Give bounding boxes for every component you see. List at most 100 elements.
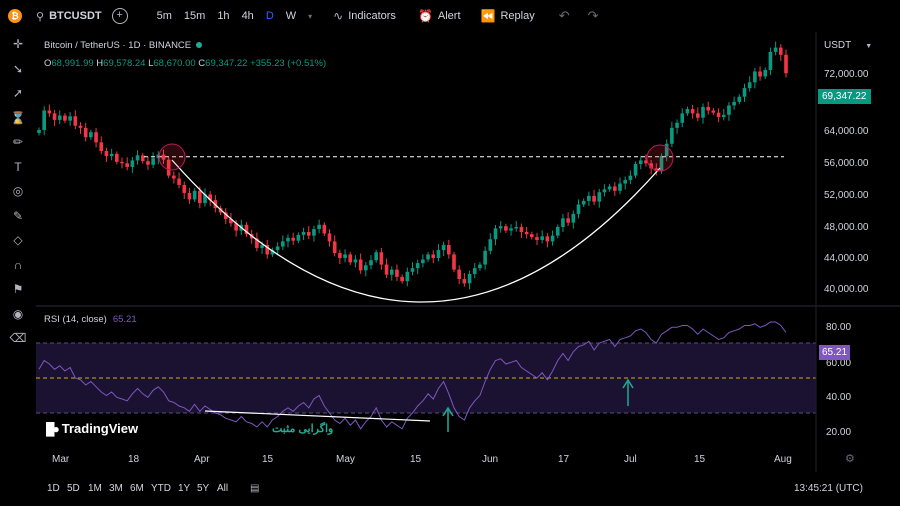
time-tick: Mar (52, 454, 70, 465)
indicators-label: Indicators (348, 10, 396, 22)
top-toolbar: ₿ ⚲ BTCUSDT + 5m 15m 1h 4h D W ▾ ∿ Indic… (0, 0, 900, 32)
candle (478, 264, 482, 269)
range-1m[interactable]: 1M (88, 483, 102, 494)
redo-icon[interactable]: ↷ (587, 8, 599, 23)
candle (140, 155, 145, 162)
candle (332, 241, 337, 253)
rsi-legend[interactable]: RSI (14, close) 65.21 (44, 314, 137, 325)
measure-icon[interactable]: ◎ (12, 184, 24, 198)
candle (291, 237, 296, 241)
candle (618, 183, 622, 191)
timeframe-1h[interactable]: 1h (217, 10, 230, 22)
pitchfork-icon[interactable]: ⌛ (10, 110, 26, 125)
candle (675, 122, 679, 128)
candle (280, 241, 285, 247)
candle (317, 224, 321, 230)
timeframe-w[interactable]: W (285, 10, 297, 22)
magnet-icon[interactable]: ∩ (13, 257, 23, 272)
trendline-icon[interactable]: ➚ (12, 86, 24, 100)
range-5d[interactable]: 5D (67, 483, 80, 494)
rsi-tick: 20.00 (826, 427, 851, 438)
timeframe-5m[interactable]: 5m (156, 10, 172, 22)
candles-group (37, 41, 788, 290)
range-1y[interactable]: 1Y (178, 483, 191, 494)
candle (426, 254, 430, 260)
price-tick: 64,000.00 (824, 126, 869, 137)
time-tick: 17 (558, 454, 570, 465)
candle (255, 238, 259, 248)
time-tick: Aug (774, 454, 792, 465)
timeframe-more-icon[interactable]: ▾ (308, 11, 313, 21)
crosshair-icon[interactable]: ✛ (12, 37, 24, 51)
candle (550, 235, 555, 242)
brush-icon[interactable]: ✏ (12, 135, 24, 149)
candle (47, 110, 52, 114)
calendar-icon[interactable]: ▤ (250, 483, 260, 494)
candle (711, 110, 716, 113)
time-tick: 15 (694, 454, 706, 465)
gear-icon[interactable]: ⚙ (845, 453, 855, 465)
candle (763, 69, 768, 77)
candle (348, 254, 353, 263)
candle (602, 189, 607, 193)
clock-label: 13:45:21 (UTC) (794, 483, 863, 494)
tradingview-logo-icon: █● (46, 421, 60, 436)
candle (63, 115, 67, 121)
undo-icon[interactable]: ↶ (558, 8, 570, 23)
rsi-tick: 80.00 (826, 322, 851, 333)
alert-button[interactable]: ⏰ Alert (418, 9, 461, 23)
shapes-icon[interactable]: ◇ (13, 233, 23, 247)
candle (529, 234, 534, 238)
candle (664, 143, 669, 157)
eye-icon[interactable]: ◉ (12, 306, 24, 321)
time-tick: Jul (624, 454, 637, 465)
candle (296, 234, 301, 241)
range-all[interactable]: All (217, 483, 229, 494)
lock-icon[interactable]: ⚑ (12, 282, 24, 296)
candle (379, 252, 384, 265)
chart-legend[interactable]: Bitcoin / TetherUS · 1D · BINANCE (44, 40, 203, 51)
candle (472, 268, 477, 274)
candle (587, 195, 591, 201)
candle (395, 269, 399, 277)
candle (234, 223, 238, 231)
rsi-band (36, 343, 816, 413)
symbol-search[interactable]: ₿ ⚲ BTCUSDT (8, 9, 102, 23)
candle (457, 269, 462, 280)
range-ytd[interactable]: YTD (151, 483, 171, 494)
replay-button[interactable]: ⏪ Replay (481, 9, 535, 23)
candle (701, 106, 705, 118)
range-6m[interactable]: 6M (130, 483, 144, 494)
pencil-icon[interactable]: ✎ (12, 208, 24, 223)
timeframe-d[interactable]: D (265, 10, 274, 22)
search-icon: ⚲ (36, 10, 45, 23)
candle (203, 194, 207, 204)
indicators-button[interactable]: ∿ Indicators (333, 9, 396, 23)
range-3m[interactable]: 3M (109, 483, 123, 494)
candle (415, 263, 420, 269)
range-1d[interactable]: 1D (47, 483, 60, 494)
candle (581, 200, 586, 205)
market-open-icon (196, 42, 203, 48)
timeframe-15m[interactable]: 15m (183, 10, 206, 22)
currency-selector[interactable]: USDT ▼ (824, 40, 872, 51)
candle (374, 252, 379, 261)
candle (358, 259, 363, 271)
candle (649, 163, 653, 169)
range-5y[interactable]: 5Y (197, 483, 210, 494)
candle (229, 218, 233, 224)
candle (638, 160, 643, 165)
candle (400, 276, 404, 282)
cursor-icon[interactable]: ➘ (12, 61, 24, 76)
ticker-label[interactable]: BTCUSDT (49, 10, 102, 22)
add-symbol-button[interactable]: + (111, 8, 128, 24)
high-value: 69,578.24 (103, 58, 146, 69)
candle (566, 218, 570, 223)
candle (275, 246, 280, 251)
chart-title: Bitcoin / TetherUS · 1D · BINANCE (44, 40, 192, 51)
timeframe-4h[interactable]: 4h (241, 10, 254, 22)
text-icon[interactable]: T (14, 159, 22, 174)
trash-icon[interactable]: ⌫ (9, 331, 27, 345)
chevron-down-icon: ▼ (865, 43, 873, 50)
